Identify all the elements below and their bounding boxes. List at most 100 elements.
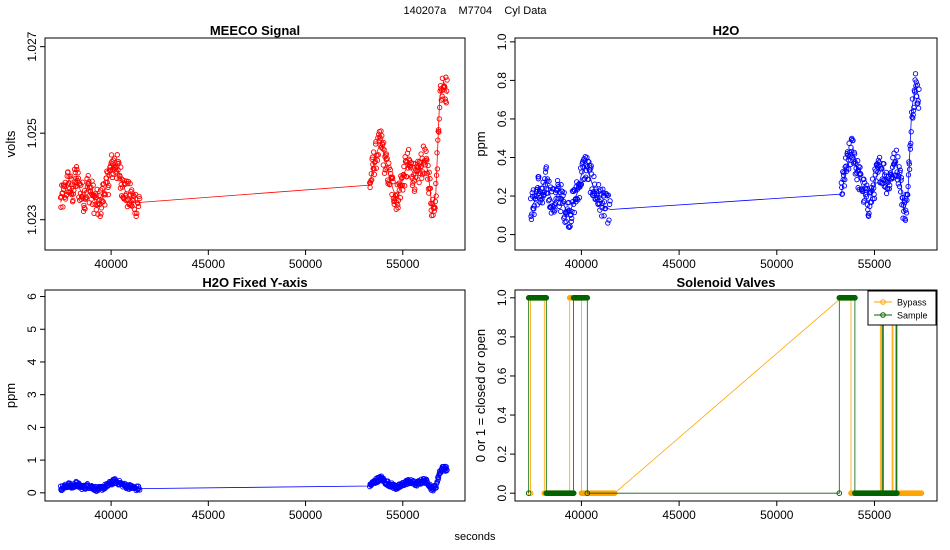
data-point [416, 179, 422, 186]
data-point [98, 211, 104, 217]
legend-box [867, 290, 937, 326]
data-point [854, 176, 860, 183]
data-point [380, 162, 386, 168]
data-point [111, 155, 118, 162]
data-point [600, 186, 606, 192]
data-point [73, 164, 80, 170]
data-point [588, 163, 594, 169]
data-point [566, 224, 572, 230]
data-point [403, 157, 409, 164]
data-point [59, 190, 66, 196]
plot-area [57, 463, 450, 494]
y-axis-label: 0 or 1 = closed or open [473, 329, 488, 462]
data-point [912, 71, 919, 77]
data-point [90, 182, 96, 188]
data-point [137, 195, 143, 202]
data-point [871, 185, 877, 191]
data-point [397, 195, 404, 201]
data-point [861, 176, 867, 182]
data-point [86, 179, 92, 185]
data-point [904, 197, 910, 203]
data-point [577, 182, 583, 189]
data-point [390, 178, 396, 185]
data-point [87, 188, 94, 194]
data-point [80, 195, 86, 202]
data-point [412, 186, 418, 192]
data-point [433, 193, 439, 199]
data-point [589, 186, 595, 192]
chart-title: MEECO Signal [210, 23, 300, 38]
data-point [83, 194, 90, 201]
x-tick-label: 40000 [565, 257, 599, 271]
data-point [879, 166, 885, 172]
data-point [606, 217, 612, 223]
data-point [907, 143, 913, 149]
data-point [569, 208, 575, 215]
data-point [58, 204, 64, 210]
data-point [543, 164, 549, 170]
data-point [848, 144, 854, 151]
data-point [444, 88, 450, 94]
data-point [861, 198, 867, 204]
legend-label: Sample [897, 311, 928, 321]
data-point [595, 181, 602, 188]
data-point [568, 218, 574, 225]
data-point [89, 201, 96, 207]
data-point [560, 192, 566, 199]
data-point [538, 197, 544, 203]
data-point [380, 146, 386, 152]
data-point [135, 200, 141, 207]
data-point [384, 155, 390, 162]
data-point [865, 213, 872, 219]
data-point [132, 210, 138, 216]
x-tick-label: 45000 [192, 508, 226, 522]
data-point [915, 105, 922, 111]
y-tick-label: 0 [25, 489, 39, 496]
plot-frame [514, 289, 938, 502]
data-point [108, 167, 114, 173]
data-point [425, 162, 431, 169]
data-point [903, 207, 909, 213]
data-point [411, 188, 418, 194]
data-point [857, 164, 863, 170]
data-point [420, 143, 427, 149]
data-point [605, 192, 612, 198]
data-point [371, 171, 378, 178]
y-tick-label: 3 [25, 391, 39, 398]
data-point [409, 182, 416, 189]
data-point [109, 158, 115, 165]
data-point [898, 175, 905, 181]
data-point [373, 165, 379, 171]
data-point [102, 192, 108, 198]
data-point [913, 79, 919, 85]
data-point [367, 180, 374, 186]
data-point [368, 177, 374, 184]
plot-frame [44, 289, 466, 502]
series-1 [57, 463, 450, 494]
data-point [374, 157, 381, 163]
data-point [539, 200, 546, 206]
data-point [405, 146, 412, 153]
data-point [383, 156, 389, 162]
data-point [419, 175, 425, 181]
series-1 [57, 74, 450, 220]
data-point [372, 141, 379, 147]
chart-title: Solenoid Valves [677, 275, 776, 290]
data-point [68, 176, 74, 182]
data-point [546, 178, 552, 184]
x-tick-label: 55000 [386, 257, 420, 271]
data-point [898, 189, 904, 195]
data-point [839, 184, 845, 191]
data-point [535, 176, 542, 182]
data-point [555, 195, 562, 202]
data-point [912, 89, 918, 95]
y-tick-label: 6 [25, 293, 39, 300]
data-point [915, 98, 921, 104]
data-point [586, 159, 592, 165]
data-point [443, 74, 449, 80]
data-point [875, 169, 881, 175]
data-point [133, 213, 139, 219]
data-point [390, 175, 396, 182]
data-point [123, 191, 129, 197]
x-tick-label: 40000 [94, 257, 128, 271]
